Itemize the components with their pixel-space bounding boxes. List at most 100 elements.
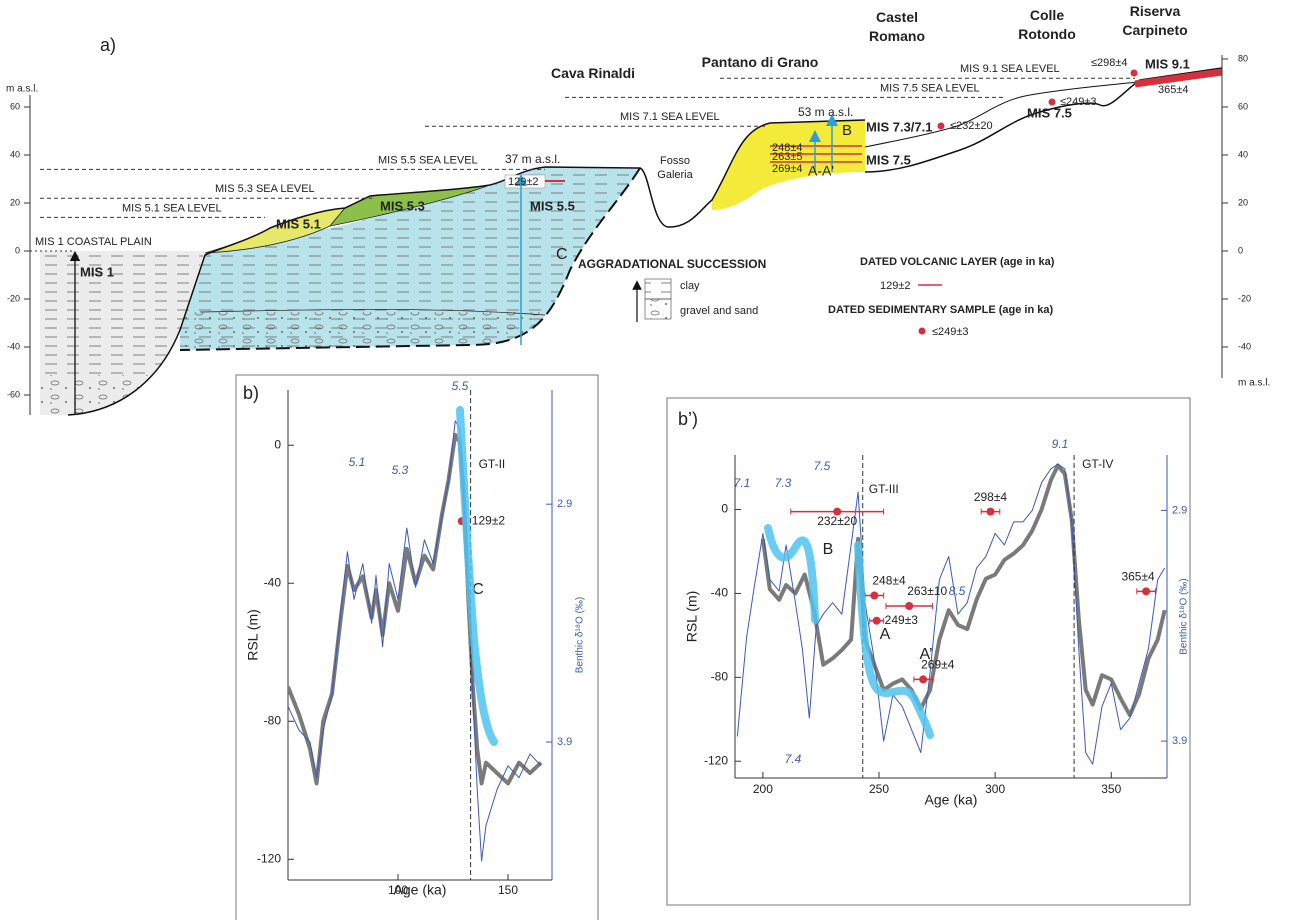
annotation: A — [880, 626, 891, 643]
point-label: 269±4 — [921, 658, 955, 672]
label: MIS 9.1 — [1145, 56, 1190, 71]
label: MIS 5.5 — [530, 198, 575, 213]
x-tick-label: 150 — [498, 883, 518, 897]
sea-level-label: MIS 7.1 SEA LEVEL — [620, 111, 720, 123]
y-tick-label: -40 — [264, 575, 282, 589]
highlight-b — [768, 528, 815, 620]
boundary-label: GT-III — [869, 482, 899, 496]
x-tick-label: 250 — [869, 782, 889, 796]
axis-label: m a.s.l. — [6, 84, 38, 95]
y-tick-label: 0 — [721, 502, 728, 516]
legend-item: gravel and sand — [680, 305, 758, 317]
legend-item: ≤249±3 — [932, 326, 969, 338]
y-tick-label: 0 — [274, 437, 281, 451]
panel-frame — [236, 375, 598, 920]
dated-point — [986, 508, 994, 516]
label: B — [842, 122, 852, 139]
x-axis-label: Age (ka) — [394, 882, 447, 898]
y2-tick-label: 2.9 — [1172, 504, 1187, 516]
dated-point — [905, 602, 913, 610]
tick-label: 20 — [1238, 197, 1248, 207]
figure: b)1001500-40-80-1202.93.9Age (ka)RSL (m)… — [0, 0, 1290, 920]
label: MIS 5.1 — [276, 216, 321, 231]
legend-sample — [919, 328, 926, 335]
x-tick-label: 200 — [753, 782, 773, 796]
sample-dot — [938, 123, 945, 130]
sample-dot — [1049, 99, 1056, 106]
annotation: 7.4 — [785, 752, 802, 766]
point-label: 365±4 — [1121, 570, 1155, 584]
tick-label: -40 — [1238, 341, 1251, 351]
label: 263±5 — [772, 151, 803, 163]
tick-label: 0 — [15, 245, 20, 255]
legend-title: DATED VOLCANIC LAYER (age in ka) — [860, 256, 1055, 268]
point-label: 248±4 — [872, 574, 906, 588]
benthic-curve — [288, 421, 541, 861]
gravel-fill — [175, 312, 645, 357]
annotation: 8.5 — [949, 584, 966, 598]
annotation: 7.1 — [734, 476, 751, 490]
annotation: 7.5 — [814, 459, 831, 473]
site-name: Colle Rotondo — [1012, 6, 1082, 44]
y-tick-label: -80 — [711, 669, 729, 683]
site-name: Riserva Carpineto — [1113, 2, 1197, 40]
tick-label: 80 — [1238, 53, 1248, 63]
sea-level-label: MIS 5.5 SEA LEVEL — [378, 154, 478, 166]
legend-title: DATED SEDIMENTARY SAMPLE (age in ka) — [828, 304, 1053, 316]
annotation: 7.3 — [775, 476, 792, 490]
point-label: 298±4 — [974, 490, 1008, 504]
legend-item: clay — [680, 280, 700, 292]
tick-label: 40 — [1238, 149, 1248, 159]
sea-level-label: MIS 1 COASTAL PLAIN — [35, 236, 152, 248]
point-label: 232±20 — [817, 514, 857, 528]
tick-label: -40 — [7, 341, 20, 351]
legend-title: AGGRADATIONAL SUCCESSION — [578, 257, 766, 271]
annotation: 5.5 — [452, 379, 469, 393]
tick-label: 60 — [10, 101, 20, 111]
point-label: 249±3 — [885, 613, 919, 627]
y-tick-label: -120 — [257, 851, 281, 865]
x-tick-label: 300 — [985, 782, 1005, 796]
annotation: 5.3 — [392, 463, 409, 477]
point-label: 129±2 — [472, 513, 506, 527]
site-name: Pantano di Grano — [680, 53, 840, 72]
annotation: 9.1 — [1052, 437, 1069, 451]
boundary-label: GT-II — [479, 457, 506, 471]
label: ≤298±4 — [1091, 57, 1128, 69]
sea-level-label: MIS 9.1 SEA LEVEL — [960, 63, 1060, 75]
y2-tick-label: 3.9 — [1172, 735, 1187, 747]
sample-dot — [1131, 70, 1138, 77]
x-axis-label: Age (ka) — [925, 792, 978, 808]
rsl-curve — [288, 435, 541, 784]
label: 269±4 — [772, 163, 803, 175]
y-axis-label: RSL (m) — [684, 591, 700, 643]
panel-label: b) — [243, 383, 259, 403]
tick-label: 20 — [10, 197, 20, 207]
page: { "figure_a": { "panel_label": "a)", "le… — [0, 0, 1290, 920]
sea-level-label: MIS 5.3 SEA LEVEL — [215, 183, 315, 195]
tick-label: -20 — [1238, 293, 1251, 303]
label: A-A' — [808, 163, 834, 179]
site-name: Fosso Galeria — [645, 154, 705, 182]
label: MIS 5.3 — [380, 198, 425, 213]
label: ≤232±20 — [950, 120, 993, 132]
tick-label: -60 — [7, 389, 20, 399]
label: C — [556, 246, 568, 263]
point-label: 263±10 — [907, 584, 947, 598]
label: MIS 7.5 — [866, 152, 911, 167]
label: 53 m a.s.l. — [798, 105, 853, 119]
x-tick-label: 350 — [1101, 782, 1121, 796]
dated-point — [919, 675, 927, 683]
tick-label: 0 — [1238, 245, 1243, 255]
y-tick-label: -120 — [704, 753, 728, 767]
legend-item: 129±2 — [880, 280, 911, 292]
label: MIS 7.5 — [1027, 105, 1072, 120]
site-name: Cava Rinaldi — [523, 64, 663, 83]
tick-label: 40 — [10, 149, 20, 159]
label: 37 m a.s.l. — [505, 152, 560, 166]
sea-level-label: MIS 7.5 SEA LEVEL — [880, 82, 980, 94]
y-tick-label: -40 — [711, 586, 729, 600]
label: MIS 7.3/7.1 — [866, 119, 932, 134]
y2-axis-label: Benthic δ¹⁸O (‰) — [575, 597, 586, 673]
